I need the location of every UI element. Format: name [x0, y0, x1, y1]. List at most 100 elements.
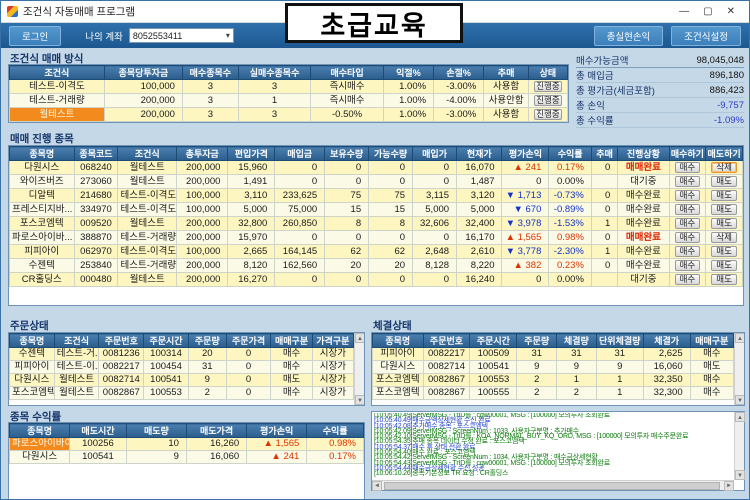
table-row[interactable]: 피피아이 062970 테스트-이격도 100,000 2,665 164,145 62 62… [9, 244, 743, 259]
column-header[interactable]: 매도량 [125, 423, 187, 438]
delete-button[interactable]: 삭제 [711, 162, 737, 173]
column-header[interactable]: 익절% [382, 65, 435, 80]
sell-button[interactable]: 매도 [711, 274, 737, 285]
column-header[interactable]: 체결가 [642, 333, 691, 348]
column-header[interactable]: 매입가 [412, 146, 458, 161]
buy-button[interactable]: 매수 [674, 204, 701, 215]
vertical-scrollbar[interactable]: ▲ ▼ [734, 412, 745, 480]
scroll-up-icon[interactable]: ▲ [735, 412, 745, 422]
table-row[interactable]: CR홀딩스 000480 월테스트 200,000 16,270 0 0 0 0 16,240 0 0… [9, 272, 743, 287]
table-row[interactable]: 와이즈버즈 273060 월테스트 200,000 1,491 0 0 0 0 1,487 0 0.0… [9, 174, 743, 189]
column-header[interactable]: 수익률 [306, 423, 364, 438]
vertical-scrollbar[interactable]: ▲ ▼ [354, 333, 364, 405]
buy-button[interactable]: 매수 [674, 232, 701, 243]
scrollbar-thumb[interactable] [384, 482, 720, 490]
table-row[interactable]: 프레스티지바... 334970 테스트-이격도 100,000 5,000 75,000… [9, 202, 743, 217]
table-row[interactable]: 다원시스 068240 월테스트 200,000 15,960 0 0 0 0 16,070 ▲ 2… [9, 160, 743, 175]
buy-button[interactable]: 매수 [674, 246, 701, 257]
column-header[interactable]: 주문번호 [422, 333, 471, 348]
sell-button[interactable]: 매도 [711, 204, 737, 215]
scroll-down-icon[interactable]: ▼ [355, 395, 364, 405]
vertical-scrollbar[interactable]: ▲ ▼ [734, 333, 744, 405]
column-header[interactable]: 주문시간 [469, 333, 518, 348]
buy-button[interactable]: 매수 [674, 274, 701, 285]
horizontal-scrollbar[interactable]: ◄ ► [372, 480, 734, 491]
column-header[interactable]: 매매구분 [270, 333, 313, 348]
column-header[interactable]: 실매수종목수 [237, 65, 312, 80]
column-header[interactable]: 매매구분 [689, 333, 735, 348]
table-row[interactable]: 디알텍 214680 테스트-이격도 100,000 3,110 233,625 75 75 3… [9, 188, 743, 203]
column-header[interactable]: 편입가격 [227, 146, 276, 161]
table-row[interactable]: 수젠텍 테스트-거... 0081236 100314 20 0 매수 시장가 [9, 347, 355, 361]
column-header[interactable]: 주문시간 [143, 333, 189, 348]
account-select[interactable]: 8052553411 ▾ [128, 28, 234, 43]
table-row[interactable]: 포스코엠텍 009520 월테스트 200,000 32,800 260,850 8 8 32,… [9, 216, 743, 231]
column-header[interactable]: 매수하기 [668, 146, 707, 161]
table-row[interactable]: 수젠텍 253840 테스트-거래량 200,000 8,120 162,560 20 20 8… [9, 258, 743, 273]
column-header[interactable]: 매입금 [274, 146, 326, 161]
scroll-down-icon[interactable]: ▼ [735, 470, 745, 480]
login-button[interactable]: 로그인 [9, 25, 62, 46]
column-header[interactable]: 손절% [433, 65, 485, 80]
column-header[interactable]: 매도하기 [705, 146, 743, 161]
realized-pl-button[interactable]: 총실현손익 [593, 25, 664, 46]
scroll-right-icon[interactable]: ► [724, 481, 734, 491]
column-header[interactable]: 매도시간 [69, 423, 127, 438]
scroll-down-icon[interactable]: ▼ [735, 395, 744, 405]
maximize-button[interactable]: ▢ [703, 5, 713, 17]
buy-button[interactable]: 매수 [674, 260, 701, 271]
column-header[interactable]: 주문가격 [225, 333, 272, 348]
sell-button[interactable]: 매도 [711, 176, 737, 187]
scroll-up-icon[interactable]: ▲ [735, 333, 744, 343]
table-row[interactable]: 파로스아이바... 388870 테스트-거래량 200,000 15,970 0 0 0 0 1… [9, 230, 743, 245]
table-row[interactable]: 월테스트 200,000 3 3 -0.50% 1.00% -3.00% 사용함 진행중 [9, 107, 568, 122]
status-running-button[interactable]: 진행중 [533, 95, 562, 106]
column-header[interactable]: 종목당투자금 [103, 65, 183, 80]
column-header[interactable]: 종목코드 [73, 146, 119, 161]
sell-button[interactable]: 매도 [711, 190, 737, 201]
column-header[interactable]: 종목명 [9, 333, 55, 348]
table-row[interactable]: 다원시스 월테스트 0082714 100541 9 0 매도 시장가 [9, 373, 355, 387]
column-header[interactable]: 평가손익 [246, 423, 308, 438]
column-header[interactable]: 보유수량 [324, 146, 370, 161]
buy-button[interactable]: 매수 [674, 190, 701, 201]
column-header[interactable]: 주문량 [516, 333, 558, 348]
sell-button[interactable]: 매도 [711, 246, 737, 257]
table-row[interactable]: 포스코엠텍 0082867 100553 2 1 1 32,350 매수 [372, 373, 735, 387]
buy-button[interactable]: 매수 [674, 176, 701, 187]
scroll-left-icon[interactable]: ◄ [372, 481, 382, 491]
sell-button[interactable]: 매도 [711, 218, 737, 229]
column-header[interactable]: 진행상황 [617, 146, 670, 161]
column-header[interactable]: 종목명 [9, 423, 71, 438]
column-header[interactable]: 추매 [590, 146, 619, 161]
column-header[interactable]: 종목명 [9, 146, 75, 161]
table-row[interactable]: 테스트-이격도 100,000 3 3 즉시매수 1.00% -3.00% 사용함 진행중 [9, 79, 568, 94]
buy-button[interactable]: 매수 [674, 218, 701, 229]
table-row[interactable]: 포스코엠텍 월테스트 0082867 100553 2 0 매수 시장가 [9, 386, 355, 400]
status-running-button[interactable]: 진행중 [533, 81, 562, 92]
column-header[interactable]: 가능수량 [368, 146, 414, 161]
column-header[interactable]: 체결량 [556, 333, 597, 348]
condition-settings-button[interactable]: 조건식설정 [671, 25, 741, 46]
column-header[interactable]: 현재가 [456, 146, 503, 161]
column-header[interactable]: 총투자금 [176, 146, 229, 161]
table-row[interactable]: 포스코엠텍 0082867 100555 2 2 1 32,300 매수 [372, 386, 735, 400]
column-header[interactable]: 수익률 [548, 146, 592, 161]
table-row[interactable]: 다원시스 100541 9 16,060 ▲ 241 0.17% [9, 450, 364, 464]
column-header[interactable]: 상태 [527, 65, 568, 80]
column-header[interactable]: 매도가격 [185, 423, 248, 438]
column-header[interactable]: 단위체결량 [595, 333, 644, 348]
column-header[interactable]: 가격구분 [311, 333, 355, 348]
minimize-button[interactable]: — [679, 5, 690, 17]
column-header[interactable]: 주문번호 [98, 333, 145, 348]
sell-button[interactable]: 매도 [711, 260, 737, 271]
column-header[interactable]: 조건식 [9, 65, 105, 80]
table-row[interactable]: 피피아이 테스트-이... 0082217 100454 31 0 매수 시장가 [9, 360, 355, 374]
column-header[interactable]: 매수타입 [310, 65, 384, 80]
status-running-button[interactable]: 진행중 [533, 109, 562, 120]
column-header[interactable]: 주문량 [187, 333, 227, 348]
column-header[interactable]: 종목명 [372, 333, 424, 348]
column-header[interactable]: 추매 [483, 65, 529, 80]
table-row[interactable]: 테스트-거래량 200,000 3 1 즉시매수 1.00% -4.00% 사용안함 진행중 [9, 93, 568, 108]
